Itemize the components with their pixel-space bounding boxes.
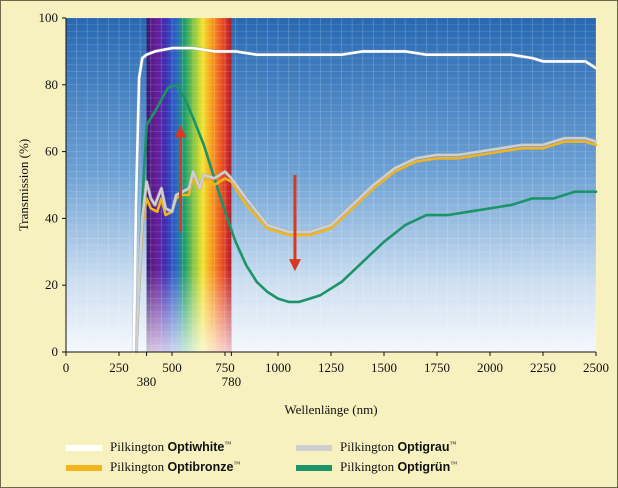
y-axis-label: Transmission (%) [16,139,31,231]
legend-swatch [66,465,102,472]
x-tick-label-extra: 780 [222,374,242,389]
legend-swatch [296,445,332,452]
legend-swatch [296,465,332,472]
legend-brand: Pilkington [340,459,395,474]
annotation-arrows [174,125,301,272]
legend-tm: ™ [449,440,457,448]
series-line-optigrau [134,136,598,354]
y-tick-label: 100 [39,10,59,25]
series-line-optigruen [134,83,598,354]
series-group [131,46,598,354]
legend-product: Optigrau [397,440,450,454]
y-tick-label: 80 [45,77,58,92]
legend-brand: Pilkington [110,459,165,474]
legend-item-optibronze: Pilkington Optibronze™ [66,459,240,475]
legend-tm: ™ [450,460,458,468]
axes: 0 250 500 750 1000 1250 1500 1750 2000 2250 250038… [39,10,610,389]
x-tick-label: 2000 [477,360,503,375]
x-tick-label: 2250 [530,360,556,375]
x-tick-label: 0 [63,360,70,375]
legend-item-optiwhite: Pilkington Optiwhite™ [66,439,231,455]
x-axis-label: Wellenlänge (nm) [284,402,377,417]
y-tick-label: 40 [45,210,58,225]
series-line-optiwhite [132,46,598,354]
x-tick-label: 500 [162,360,182,375]
legend-tm: ™ [224,440,232,448]
legend-item-optigruen: Pilkington Optigrün™ [296,459,457,475]
x-tick-label: 1500 [371,360,397,375]
legend-swatch [66,445,102,452]
x-tick-label: 1750 [424,360,450,375]
legend-product: Optibronze [167,460,234,474]
x-tick-label: 750 [215,360,235,375]
y-tick-label: 0 [52,344,59,359]
x-tick-label-extra: 380 [137,374,157,389]
legend-brand: Pilkington [110,439,165,454]
legend-tm: ™ [233,460,241,468]
legend-brand: Pilkington [340,439,395,454]
x-tick-label: 1000 [265,360,291,375]
x-tick-label: 250 [109,360,129,375]
y-tick-label: 20 [45,277,58,292]
x-tick-label: 1250 [318,360,344,375]
series-line-optibronze [134,140,598,354]
y-tick-label: 60 [45,144,58,159]
legend-product: Optiwhite [167,440,225,454]
legend-item-optigrau: Pilkington Optigrau™ [296,439,456,455]
x-tick-label: 2500 [583,360,609,375]
legend-product: Optigrün [397,460,451,474]
